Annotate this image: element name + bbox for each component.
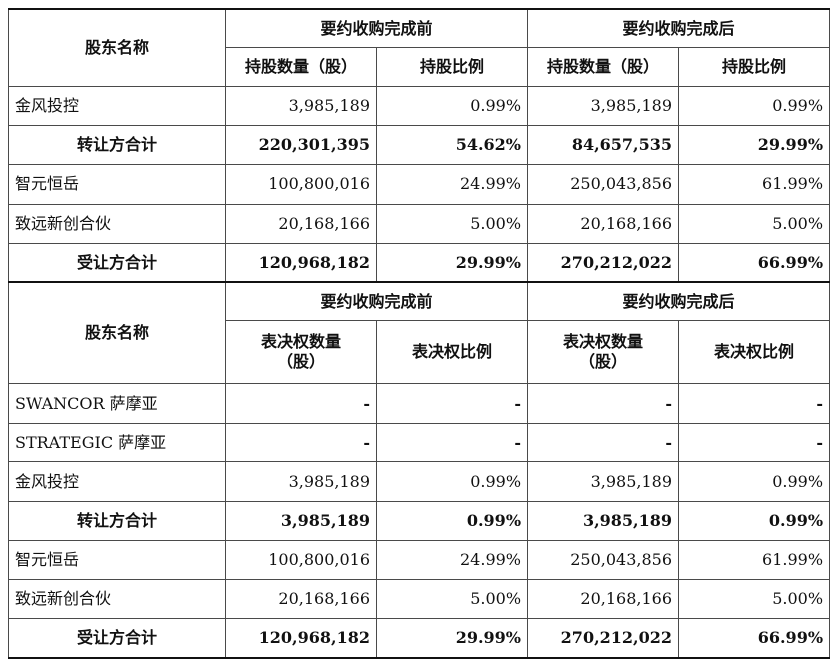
section1-before-ratio-header: 持股比例: [375, 47, 529, 87]
shareholder-name: 智元恒岳: [8, 163, 226, 205]
section2-header-row: 股东名称 要约收购完成前 要约收购完成后: [8, 281, 831, 385]
shareholder-name: SWANCOR 萨摩亚: [8, 383, 226, 424]
votes-label-line2: （股）: [276, 352, 325, 372]
after-ratio: -: [678, 383, 831, 424]
table-row: SWANCOR 萨摩亚 - - - -: [8, 383, 831, 424]
after-votes: -: [527, 383, 680, 424]
before-votes: 120,968,182: [225, 617, 377, 659]
before-shares: 3,985,189: [225, 85, 377, 127]
section1-before-shares-header: 持股数量（股）: [225, 47, 377, 87]
before-votes: -: [225, 383, 377, 424]
before-votes: 100,800,016: [225, 539, 377, 581]
section2-subheader-row: 表决权数量 （股） 表决权比例 表决权数量 （股） 表决权比例: [9, 320, 831, 385]
section2-after-votes-header: 表决权数量 （股）: [527, 320, 680, 385]
shareholder-name: 受让方合计: [8, 243, 226, 284]
after-ratio: 29.99%: [678, 125, 831, 165]
table-row-total: 转让方合计 3,985,189 0.99% 3,985,189 0.99%: [8, 501, 831, 541]
votes-label-line1: 表决权数量: [563, 332, 644, 352]
after-votes: 270,212,022: [527, 617, 680, 659]
before-votes: 20,168,166: [225, 579, 377, 619]
section1-before-header: 要约收购完成前: [224, 8, 529, 49]
table-row: STRATEGIC 萨摩亚 - - - -: [8, 422, 831, 463]
section2-after-header: 要约收购完成后: [527, 281, 831, 322]
before-shares: 220,301,395: [225, 125, 377, 165]
section2-before-ratio-header: 表决权比例: [375, 320, 529, 385]
after-ratio: 5.00%: [678, 579, 831, 619]
shareholder-name: 智元恒岳: [8, 539, 226, 581]
shareholder-name: 致远新创合伙: [8, 579, 226, 619]
before-ratio: 5.00%: [375, 203, 529, 245]
before-ratio: 0.99%: [375, 85, 529, 127]
before-shares: 20,168,166: [225, 203, 377, 245]
before-ratio: 29.99%: [375, 617, 529, 659]
table-row-total: 受让方合计 120,968,182 29.99% 270,212,022 66.…: [8, 243, 831, 284]
after-ratio: 61.99%: [678, 163, 831, 205]
before-ratio: 0.99%: [375, 461, 529, 503]
section2-after-ratio-header: 表决权比例: [678, 320, 831, 385]
section1-after-header: 要约收购完成后: [527, 8, 831, 49]
shareholder-name: 金风投控: [8, 461, 226, 503]
after-shares: 84,657,535: [527, 125, 680, 165]
shareholding-table: 股东名称 要约收购完成前 要约收购完成后 持股数量（股） 持股比例 持股数量（股…: [8, 7, 831, 659]
section1-header-row: 股东名称 要约收购完成前 要约收购完成后: [8, 7, 831, 87]
shareholder-name: 转让方合计: [8, 125, 226, 165]
shareholder-name: 转让方合计: [8, 501, 226, 541]
before-ratio: -: [375, 422, 529, 463]
shareholder-name: 致远新创合伙: [8, 203, 226, 245]
section2-name-header: 股东名称: [8, 281, 226, 385]
after-votes: 3,985,189: [527, 501, 680, 541]
after-votes: 20,168,166: [527, 579, 680, 619]
after-votes: -: [527, 422, 680, 463]
after-shares: 20,168,166: [527, 203, 680, 245]
before-ratio: 0.99%: [375, 501, 529, 541]
after-ratio: 5.00%: [678, 203, 831, 245]
section1-after-shares-header: 持股数量（股）: [527, 47, 680, 87]
before-ratio: 5.00%: [375, 579, 529, 619]
after-ratio: 61.99%: [678, 539, 831, 581]
before-ratio: 24.99%: [375, 163, 529, 205]
after-shares: 250,043,856: [527, 163, 680, 205]
table-row: 致远新创合伙 20,168,166 5.00% 20,168,166 5.00%: [8, 579, 831, 619]
table-row-total: 受让方合计 120,968,182 29.99% 270,212,022 66.…: [8, 617, 831, 659]
before-shares: 100,800,016: [225, 163, 377, 205]
after-shares: 270,212,022: [527, 243, 680, 284]
before-ratio: 29.99%: [375, 243, 529, 284]
after-ratio: 66.99%: [678, 617, 831, 659]
after-ratio: -: [678, 422, 831, 463]
section1-subheader-row: 持股数量（股） 持股比例 持股数量（股） 持股比例: [9, 47, 831, 87]
before-ratio: -: [375, 383, 529, 424]
before-votes: 3,985,189: [225, 461, 377, 503]
section1-name-header: 股东名称: [8, 7, 226, 87]
table-row: 智元恒岳 100,800,016 24.99% 250,043,856 61.9…: [8, 539, 831, 581]
after-ratio: 66.99%: [678, 243, 831, 284]
after-votes: 250,043,856: [527, 539, 680, 581]
table-row: 致远新创合伙 20,168,166 5.00% 20,168,166 5.00%: [8, 203, 831, 245]
before-shares: 120,968,182: [225, 243, 377, 284]
before-votes: 3,985,189: [225, 501, 377, 541]
table-row: 智元恒岳 100,800,016 24.99% 250,043,856 61.9…: [8, 163, 831, 205]
section1-after-ratio-header: 持股比例: [678, 47, 831, 87]
before-ratio: 54.62%: [375, 125, 529, 165]
votes-label-line1: 表决权数量: [260, 332, 341, 352]
table-row: 金风投控 3,985,189 0.99% 3,985,189 0.99%: [8, 461, 831, 503]
after-ratio: 0.99%: [678, 501, 831, 541]
table-row-total: 转让方合计 220,301,395 54.62% 84,657,535 29.9…: [8, 125, 831, 165]
table-row: 金风投控 3,985,189 0.99% 3,985,189 0.99%: [8, 85, 831, 127]
shareholder-name: 金风投控: [8, 85, 226, 127]
section2-before-votes-header: 表决权数量 （股）: [225, 320, 377, 385]
after-ratio: 0.99%: [678, 85, 831, 127]
shareholder-name: STRATEGIC 萨摩亚: [8, 422, 226, 463]
before-ratio: 24.99%: [375, 539, 529, 581]
shareholder-name: 受让方合计: [8, 617, 226, 659]
before-votes: -: [225, 422, 377, 463]
after-ratio: 0.99%: [678, 461, 831, 503]
section2-before-header: 要约收购完成前: [224, 281, 529, 322]
after-shares: 3,985,189: [527, 85, 680, 127]
after-votes: 3,985,189: [527, 461, 680, 503]
votes-label-line2: （股）: [579, 352, 628, 372]
